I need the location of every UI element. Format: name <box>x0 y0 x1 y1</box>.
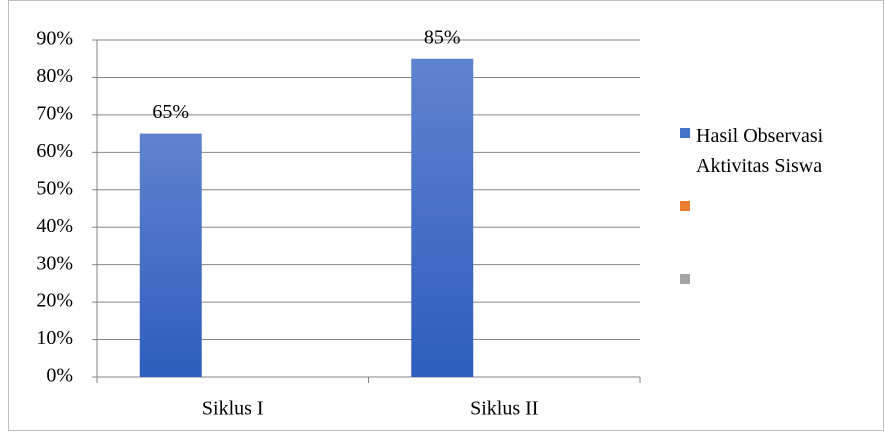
y-tick-label: 10% <box>36 327 73 349</box>
legend-entry <box>680 194 880 267</box>
y-tick-label: 60% <box>36 140 73 162</box>
y-tick-label: 70% <box>36 102 73 124</box>
bar <box>139 133 202 377</box>
chart-border <box>8 0 884 431</box>
x-tick-label: Siklus I <box>202 398 264 420</box>
legend-label: Hasil Observasi Aktivitas Siswa <box>696 125 824 177</box>
legend-swatch <box>680 274 690 284</box>
y-tick-label: 40% <box>36 215 73 237</box>
legend-swatch <box>680 201 690 211</box>
y-tick-label: 90% <box>36 28 73 50</box>
legend-swatch <box>680 128 690 138</box>
legend-entry: Hasil Observasi Aktivitas Siswa <box>680 121 880 194</box>
y-tick-label: 0% <box>46 365 73 387</box>
value-label: 65% <box>152 101 189 123</box>
legend-entry <box>680 267 880 340</box>
x-tick-label: Siklus II <box>470 398 538 420</box>
y-tick-label: 50% <box>36 177 73 199</box>
value-label: 85% <box>424 26 461 48</box>
bar <box>411 58 474 377</box>
y-tick-label: 80% <box>36 65 73 87</box>
y-tick-label: 30% <box>36 252 73 274</box>
y-tick-label: 20% <box>36 290 73 312</box>
legend: Hasil Observasi Aktivitas Siswa <box>680 121 880 340</box>
